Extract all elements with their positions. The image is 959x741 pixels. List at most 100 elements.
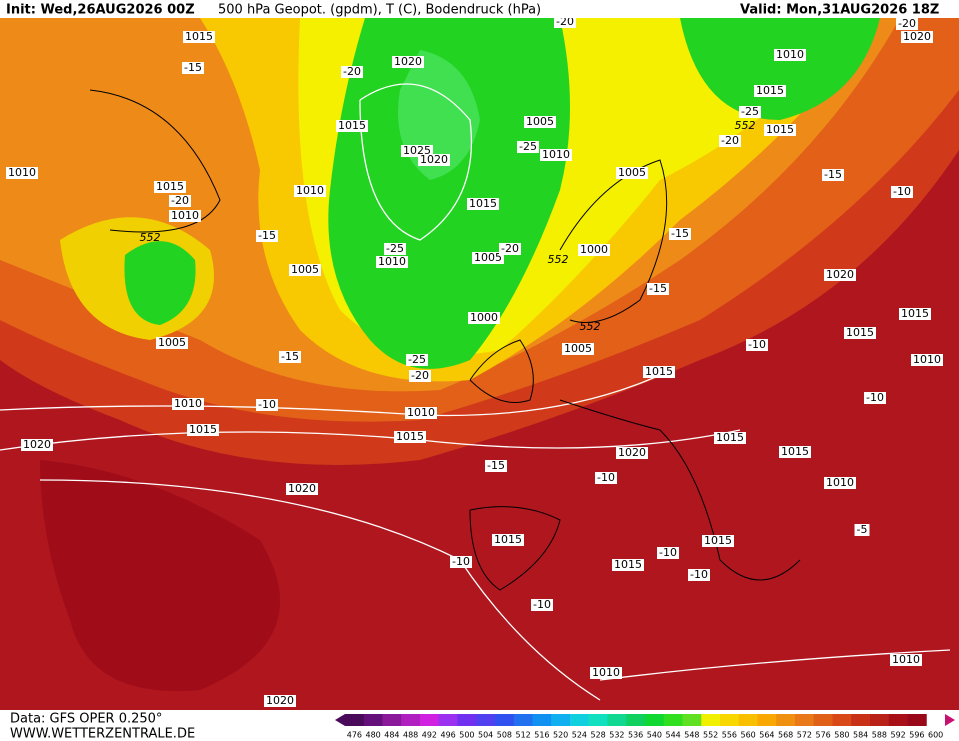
colorbar-label: 536	[628, 731, 643, 740]
field-dark-red	[40, 460, 280, 692]
pressure-label: 1010	[826, 476, 854, 489]
colorbar-label: 528	[590, 731, 605, 740]
colorbar-swatch	[513, 714, 533, 726]
pressure-label: 1015	[781, 445, 809, 458]
colorbar-label: 516	[534, 731, 549, 740]
pressure-label-box	[467, 198, 499, 210]
colorbar-arrow	[945, 714, 955, 726]
temperature-label: -20	[556, 15, 574, 28]
colorbar-swatch	[588, 714, 608, 726]
pressure-label: 1010	[171, 209, 199, 222]
colorbar-label: 548	[684, 731, 699, 740]
temperature-label-box	[485, 460, 507, 472]
isobar-line	[359, 83, 473, 241]
colorbar-swatch	[776, 714, 796, 726]
pressure-label: 1020	[420, 153, 448, 166]
colorbar-label: 512	[515, 731, 530, 740]
pressure-label: 1010	[407, 406, 435, 419]
pressure-label: 1020	[618, 446, 646, 459]
colorbar-swatch	[663, 714, 683, 726]
pressure-label-box	[764, 124, 796, 136]
coastline	[559, 159, 668, 323]
colorbar-label: 544	[665, 731, 680, 740]
temperature-label-box	[896, 18, 918, 30]
colorbar-label: 480	[365, 731, 380, 740]
valid-time: Valid: Mon,31AUG2026 18Z	[740, 3, 939, 18]
pressure-label: 1015	[614, 558, 642, 571]
colorbar-swatch	[495, 714, 515, 726]
colorbar-swatch	[532, 714, 552, 726]
temperature-label: -10	[533, 598, 551, 611]
pressure-label: 1020	[826, 268, 854, 281]
colorbar-label: 576	[815, 731, 830, 740]
pressure-label: 1015	[494, 533, 522, 546]
colorbar-swatch	[438, 714, 458, 726]
colorbar-swatch	[870, 714, 890, 726]
pressure-label-box	[172, 398, 204, 410]
coastlines	[89, 89, 801, 591]
pressure-label-box	[911, 354, 943, 366]
temperature-label: -5	[857, 523, 868, 536]
colorbar-label: 524	[572, 731, 587, 740]
temperature-label: -20	[171, 194, 189, 207]
pressure-label-box	[779, 446, 811, 458]
colorbar-swatch	[607, 714, 627, 726]
pressure-label-box	[540, 149, 572, 161]
pressure-label-box	[578, 244, 610, 256]
temperature-label-box	[406, 354, 428, 366]
temperature-label: -25	[741, 105, 759, 118]
pressure-label-box	[714, 432, 746, 444]
colorbar-label: 540	[647, 731, 662, 740]
pressure-label-box	[289, 264, 321, 276]
colorbar-swatch	[345, 714, 365, 726]
pressure-label: 1010	[776, 48, 804, 61]
pressure-label: 1015	[396, 430, 424, 443]
pressure-label-box	[6, 167, 38, 179]
pressure-label: 1015	[766, 123, 794, 136]
temperature-label-box	[499, 243, 521, 255]
colorbar-label: 580	[834, 731, 849, 740]
map-field	[0, 18, 959, 710]
colorbar-label: 496	[440, 731, 455, 740]
pressure-label-box	[294, 185, 326, 197]
colorbar-swatch	[420, 714, 440, 726]
field-green-west	[124, 241, 196, 325]
geopotential-label: 552	[548, 253, 569, 266]
pressure-label: 1015	[704, 534, 732, 547]
temperature-label-box	[531, 599, 553, 611]
pressure-label-box	[183, 31, 215, 43]
pressure-label: 1015	[846, 326, 874, 339]
header-bar	[0, 0, 959, 18]
pressure-label-box	[616, 167, 648, 179]
pressure-label: 1020	[903, 30, 931, 43]
pressure-label-box	[844, 327, 876, 339]
colorbar-swatch	[851, 714, 871, 726]
data-source: Data: GFS OPER 0.250°	[10, 712, 162, 727]
pressure-label-box	[394, 431, 426, 443]
colorbar-swatch	[382, 714, 402, 726]
temperature-label-box	[517, 141, 539, 153]
pressure-label-box	[156, 337, 188, 349]
colorbar-label: 556	[722, 731, 737, 740]
pressure-label: 1010	[542, 148, 570, 161]
coastline	[469, 506, 561, 591]
pressure-label: 1010	[174, 397, 202, 410]
coastline	[469, 339, 534, 403]
pressure-label-box	[824, 269, 856, 281]
pressure-label-box	[376, 256, 408, 268]
pressure-label: 1015	[338, 119, 366, 132]
pressure-label: 1015	[156, 180, 184, 193]
pressure-label-box	[472, 252, 504, 264]
temperature-label-box	[854, 524, 870, 536]
pressure-label: 1015	[645, 365, 673, 378]
temperature-label: -10	[866, 391, 884, 404]
pressure-label: 1015	[469, 197, 497, 210]
temperature-label-box	[384, 243, 406, 255]
temperature-label-box	[595, 472, 617, 484]
temperature-label: -10	[597, 471, 615, 484]
pressure-label-box	[264, 695, 296, 707]
pressure-label-box	[169, 210, 201, 222]
header: Init: Wed,26AUG2026 00Z 500 hPa Geopot. …	[0, 0, 959, 18]
